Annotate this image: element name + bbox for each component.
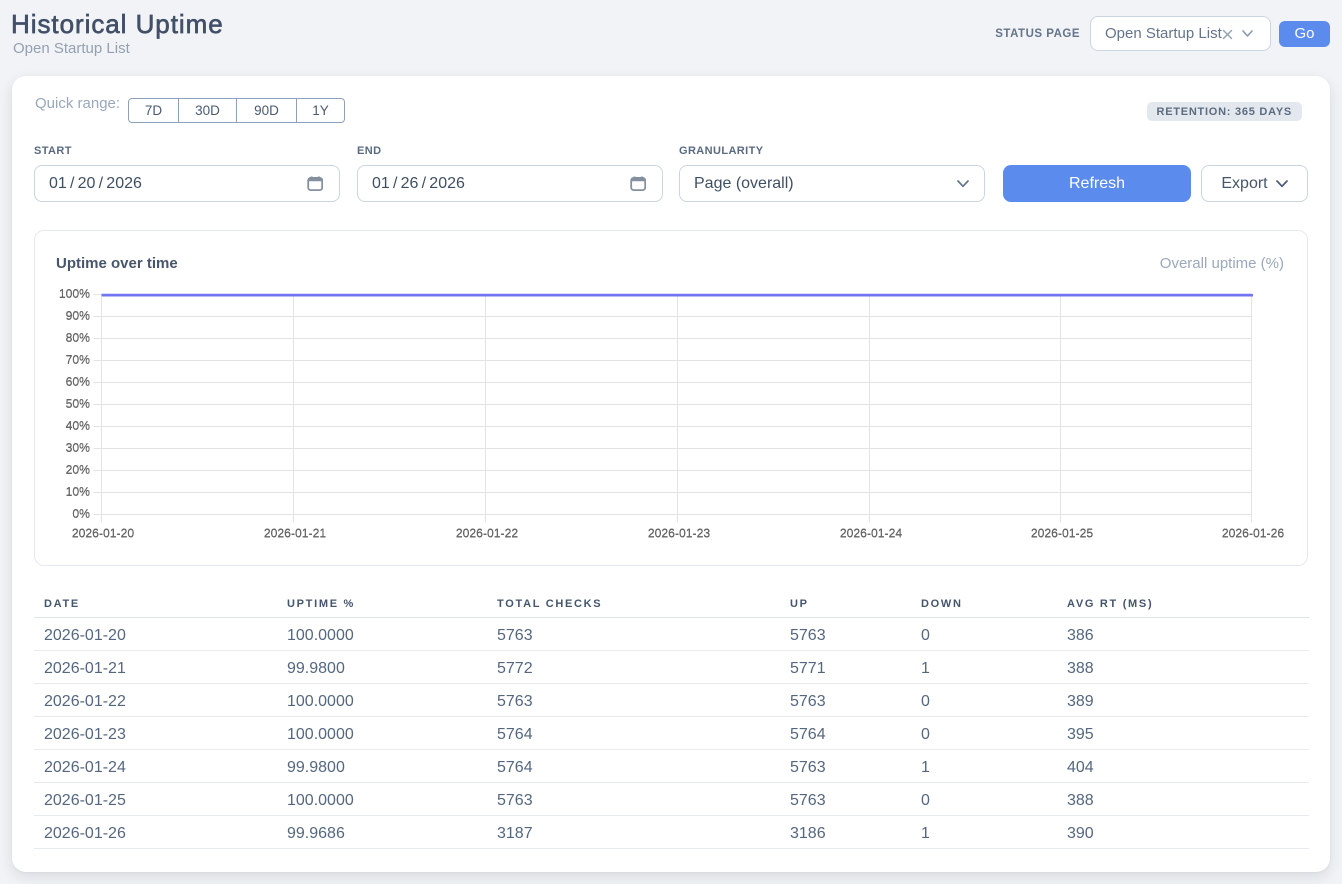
svg-text:100%: 100% bbox=[59, 287, 90, 301]
svg-text:2026-01-25: 2026-01-25 bbox=[1031, 527, 1094, 541]
svg-text:80%: 80% bbox=[66, 331, 91, 345]
svg-text:40%: 40% bbox=[66, 419, 91, 433]
svg-text:30%: 30% bbox=[66, 441, 91, 455]
svg-text:60%: 60% bbox=[66, 375, 91, 389]
svg-text:40%: 40% bbox=[66, 419, 91, 433]
svg-text:2026-01-22: 2026-01-22 bbox=[456, 526, 519, 540]
svg-text:90%: 90% bbox=[66, 309, 91, 323]
svg-text:70%: 70% bbox=[66, 353, 91, 367]
svg-text:2026-01-24: 2026-01-24 bbox=[840, 527, 903, 541]
svg-text:10%: 10% bbox=[66, 485, 91, 499]
svg-text:0%: 0% bbox=[72, 507, 90, 521]
svg-text:80%: 80% bbox=[66, 331, 91, 345]
svg-text:2026-01-23: 2026-01-23 bbox=[648, 526, 711, 540]
svg-text:2026-01-20: 2026-01-20 bbox=[72, 526, 135, 540]
svg-text:2026-01-20: 2026-01-20 bbox=[72, 527, 135, 541]
svg-text:20%: 20% bbox=[66, 463, 91, 477]
svg-text:60%: 60% bbox=[66, 375, 91, 389]
svg-text:2026-01-22: 2026-01-22 bbox=[456, 527, 519, 541]
svg-text:70%: 70% bbox=[66, 353, 91, 367]
svg-text:2026-01-25: 2026-01-25 bbox=[1031, 526, 1094, 540]
svg-text:90%: 90% bbox=[66, 309, 91, 323]
svg-text:2026-01-21: 2026-01-21 bbox=[264, 527, 327, 541]
svg-text:10%: 10% bbox=[66, 485, 91, 499]
svg-text:30%: 30% bbox=[66, 441, 91, 455]
svg-text:2026-01-24: 2026-01-24 bbox=[840, 526, 903, 540]
svg-text:2026-01-21: 2026-01-21 bbox=[264, 526, 327, 540]
svg-text:2026-01-23: 2026-01-23 bbox=[648, 527, 711, 541]
svg-text:2026-01-26: 2026-01-26 bbox=[1222, 527, 1285, 541]
svg-text:0%: 0% bbox=[72, 507, 90, 521]
svg-text:20%: 20% bbox=[66, 463, 91, 477]
svg-text:100%: 100% bbox=[59, 287, 90, 301]
svg-text:2026-01-26: 2026-01-26 bbox=[1222, 526, 1285, 540]
svg-text:50%: 50% bbox=[66, 397, 91, 411]
svg-text:50%: 50% bbox=[66, 397, 91, 411]
